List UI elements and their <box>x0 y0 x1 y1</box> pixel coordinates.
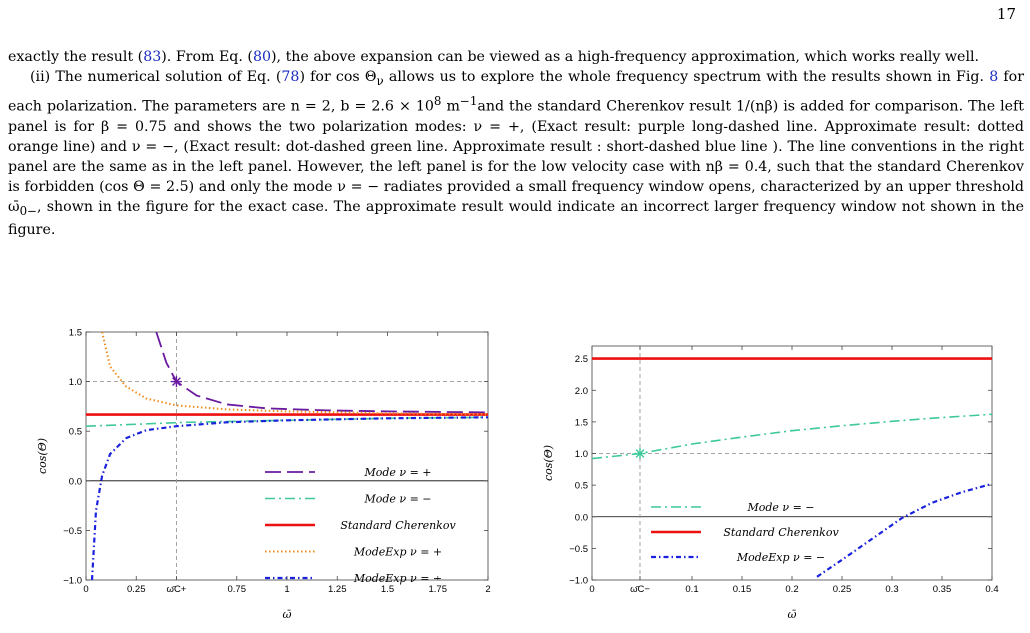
star-marker <box>634 448 646 460</box>
x-tick-label: 0.25 <box>833 584 852 595</box>
superscript: −1 <box>459 93 478 108</box>
y-tick-label: 0.5 <box>69 427 82 438</box>
y-tick-label: 2.0 <box>575 386 588 397</box>
legend-label: Standard Cherenkov <box>340 519 456 532</box>
series-line-blue <box>816 482 992 578</box>
series-group <box>86 332 488 580</box>
subscript: ν <box>376 73 384 88</box>
x-tick-label: 1.5 <box>381 584 394 595</box>
y-tick-label: −0.5 <box>569 544 588 555</box>
text-run: ), the above expansion can be viewed as … <box>271 49 980 65</box>
y-tick-label: 1.0 <box>69 377 82 388</box>
y-tick-label: 1.5 <box>69 328 82 339</box>
y-tick-label: 0.0 <box>69 476 82 487</box>
x-tick-label: 1 <box>284 584 289 595</box>
series-group <box>592 357 992 578</box>
reference-link[interactable]: 8 <box>989 69 999 85</box>
x-axis-label: ω̄ <box>788 608 797 621</box>
legend-label: ModeExp ν = − <box>353 572 442 585</box>
body-text: exactly the result (83). From Eq. (80), … <box>8 47 1024 240</box>
text-run: for each polarization. The parameters ar… <box>8 69 1025 115</box>
y-tick-label: −1.0 <box>569 576 588 587</box>
text-run: , shown in the figure for the exact case… <box>8 198 1024 239</box>
x-tick-label: 1.75 <box>429 584 448 595</box>
x-tick-label: 0.3 <box>885 584 898 595</box>
legend-label: Mode ν = + <box>363 466 431 479</box>
text-run: exactly the result ( <box>8 49 144 65</box>
figure-right-panel: −1.0 −0.5 0.0 0.5 1.0 1.5 2.0 2.5 0 ω̄C− 0.1 0.15 0.… <box>542 345 999 621</box>
y-tick-label: 1.0 <box>575 449 588 460</box>
y-tick-label: 1.5 <box>575 417 588 428</box>
legend-label: Standard Cherenkov <box>723 526 839 539</box>
x-tick-label: ω̄C+ <box>167 584 187 595</box>
star-ray <box>635 449 645 458</box>
legend-label: ModeExp ν = − <box>736 551 825 564</box>
text-run: ) for cos Θ <box>299 69 377 85</box>
paragraph-2: (ii) The numerical solution of Eq. (78) … <box>8 67 1024 240</box>
page-number: 17 <box>996 5 1016 23</box>
text-run: allows us to explore the whole frequency… <box>383 69 990 85</box>
y-tick-label: −1.0 <box>63 576 82 587</box>
x-tick-label: 0 <box>589 584 594 595</box>
plot-frame <box>591 345 993 581</box>
y-tick-label: 2.5 <box>575 354 588 365</box>
y-axis-label: cos(Θ) <box>36 438 49 474</box>
x-tick-label: 2 <box>485 584 490 595</box>
x-tick-label: 0.15 <box>733 584 752 595</box>
series-line-green <box>592 413 992 460</box>
legend-label: ModeExp ν = + <box>353 546 442 559</box>
x-tick-label: 0.75 <box>228 584 247 595</box>
reference-link[interactable]: 83 <box>143 49 162 65</box>
x-axis-label: ω̄ <box>283 608 292 621</box>
series-line-blue <box>90 416 488 580</box>
y-tick-label: 0.0 <box>575 512 588 523</box>
text-run: and the standard Cherenkov result 1/(nβ)… <box>8 98 1024 215</box>
subscript: 0− <box>19 203 38 218</box>
legend: Mode ν = − Standard Cherenkov ModeExp ν = … <box>651 501 839 564</box>
x-tick-label: 0.4 <box>985 584 998 595</box>
superscript: 8 <box>433 93 442 108</box>
reference-link[interactable]: 80 <box>252 49 272 65</box>
paragraph-1: exactly the result (83). From Eq. (80), … <box>8 47 1024 67</box>
legend-label: Mode ν = − <box>746 501 814 514</box>
y-axis-label: cos(Θ) <box>542 445 555 481</box>
star-ray <box>172 377 181 386</box>
series-line-purple <box>155 332 488 414</box>
y-tick-label: 0.5 <box>575 481 588 492</box>
plot-frame <box>85 331 489 581</box>
text-run: m <box>441 98 460 115</box>
x-tick-label: 0.35 <box>933 584 952 595</box>
legend: Mode ν = + Mode ν = − Standard Cherenkov Mo… <box>265 466 456 585</box>
text-run: ). From Eq. ( <box>161 49 253 65</box>
x-tick-label: 0.25 <box>127 584 146 595</box>
legend-label: Mode ν = − <box>363 493 431 506</box>
x-tick-label: 0 <box>83 584 88 595</box>
x-tick-label: 0.2 <box>785 584 798 595</box>
star-marker <box>170 376 182 388</box>
x-tick-label: 0.1 <box>685 584 698 595</box>
reference-link[interactable]: 78 <box>281 69 300 85</box>
y-tick-label: −0.5 <box>63 526 82 537</box>
x-tick-label: ω̄C− <box>630 584 650 595</box>
figure-left-panel: −1.0 −0.5 0.0 0.5 1.0 1.5 0 0.25 ω̄C+ 0.75 1 1.25 1.… <box>36 328 491 622</box>
series-line-orange <box>101 332 488 416</box>
text-run: (ii) The numerical solution of Eq. ( <box>30 69 282 85</box>
x-tick-label: 1.25 <box>328 584 347 595</box>
